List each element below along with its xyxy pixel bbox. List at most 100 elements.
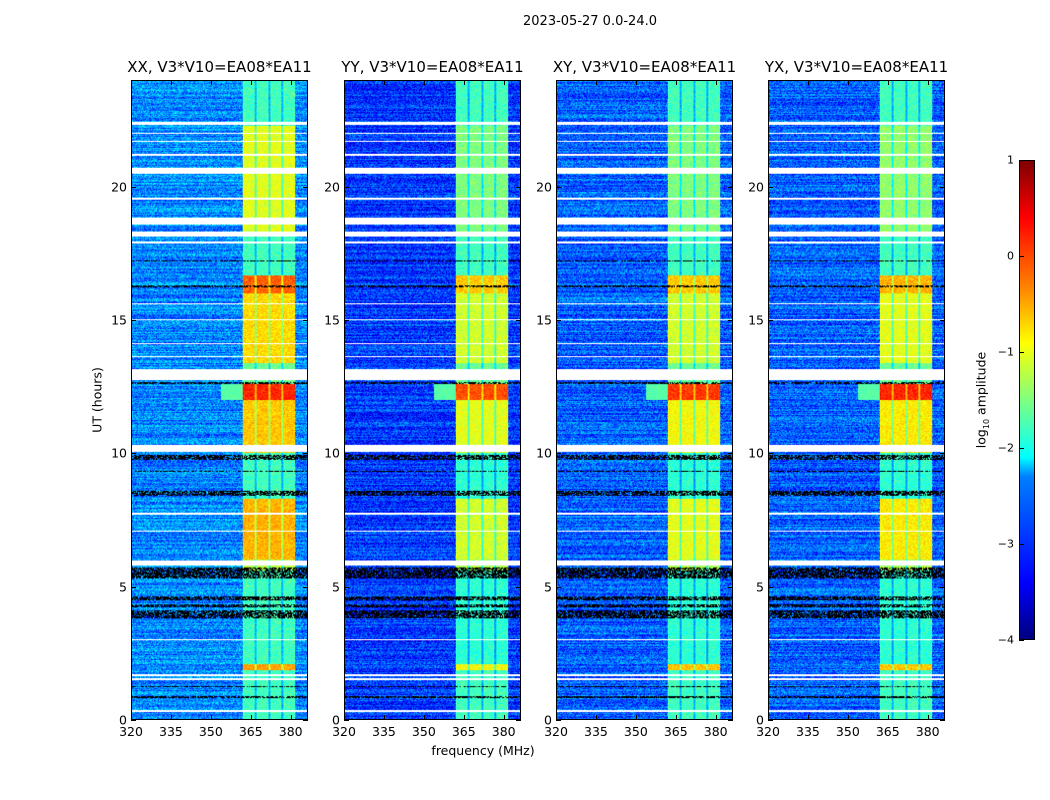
y-tick-label: 5 (544, 579, 552, 595)
x-tick-mark (595, 80, 597, 85)
y-tick-label: 10 (324, 445, 340, 461)
x-tick-mark (423, 80, 425, 85)
y-tick-mark (940, 320, 945, 321)
y-tick-label: 5 (756, 579, 764, 595)
x-tick-mark (423, 715, 425, 720)
y-tick-mark (344, 720, 349, 721)
y-tick-label: 15 (536, 312, 552, 328)
y-tick-mark (131, 186, 136, 188)
figure-title: 2023-05-27 0.0-24.0 (523, 14, 657, 29)
y-tick-mark (940, 586, 945, 588)
heatmap-panel (131, 80, 308, 720)
x-tick-mark (595, 715, 597, 720)
y-tick-mark (131, 586, 136, 588)
heatmap-image (769, 81, 944, 719)
x-tick-label: 350 (198, 724, 223, 739)
x-tick-label: 365 (238, 724, 263, 739)
colorbar-tick-label: 0 (1007, 249, 1014, 263)
x-tick-label: 320 (756, 724, 780, 739)
y-tick-mark (728, 186, 733, 188)
y-tick-mark (728, 720, 733, 721)
x-tick-mark (344, 80, 345, 85)
x-tick-mark (847, 715, 849, 720)
x-tick-label: 320 (119, 724, 143, 739)
x-tick-label: 320 (544, 724, 568, 739)
y-tick-mark (516, 586, 521, 588)
colorbar-tick-label: −4 (997, 633, 1014, 647)
x-tick-mark (503, 715, 505, 720)
x-tick-mark (927, 715, 929, 720)
x-tick-mark (635, 80, 637, 85)
panel-title: YX, V3*V10=EA08*EA11 (764, 58, 949, 76)
colorbar-tick-mark (1019, 448, 1024, 449)
panel-title: YY, V3*V10=EA08*EA11 (341, 58, 524, 76)
colorbar (1019, 160, 1035, 640)
y-tick-mark (556, 453, 561, 455)
y-tick-label: 15 (748, 312, 764, 328)
y-tick-mark (768, 320, 773, 321)
x-tick-mark (131, 715, 132, 720)
x-tick-mark (675, 80, 677, 85)
x-tick-mark (383, 715, 385, 720)
colorbar-tick-mark (1019, 352, 1024, 353)
x-tick-label: 335 (795, 724, 820, 739)
colorbar-tick-label: −1 (997, 345, 1014, 359)
colorbar-tick-label: −2 (997, 441, 1014, 455)
y-tick-label: 5 (332, 579, 340, 595)
y-tick-label: 0 (119, 712, 127, 728)
x-tick-mark (250, 80, 252, 85)
y-tick-label: 20 (748, 179, 764, 195)
y-tick-mark (516, 186, 521, 188)
y-tick-mark (728, 320, 733, 321)
x-tick-mark (927, 80, 929, 85)
x-tick-label: 335 (583, 724, 608, 739)
y-tick-mark (556, 720, 561, 721)
y-tick-mark (940, 453, 945, 455)
y-tick-mark (768, 186, 773, 188)
x-tick-mark (807, 80, 809, 85)
x-tick-label: 365 (663, 724, 688, 739)
colorbar-tick-mark (1019, 544, 1024, 545)
y-tick-label: 0 (544, 712, 552, 728)
x-tick-mark (715, 715, 717, 720)
x-tick-mark (131, 80, 132, 85)
y-tick-label: 5 (119, 579, 127, 595)
y-tick-mark (940, 720, 945, 721)
y-tick-mark (131, 720, 136, 721)
y-tick-mark (556, 586, 561, 588)
x-tick-mark (847, 80, 849, 85)
y-tick-mark (131, 453, 136, 455)
x-axis-label: frequency (MHz) (431, 743, 535, 758)
y-tick-mark (303, 586, 308, 588)
x-tick-mark (210, 80, 212, 85)
x-tick-label: 380 (703, 724, 728, 739)
y-tick-mark (303, 453, 308, 455)
y-tick-mark (516, 453, 521, 455)
y-tick-mark (303, 720, 308, 721)
x-tick-label: 320 (332, 724, 356, 739)
y-tick-label: 0 (332, 712, 340, 728)
y-tick-label: 10 (536, 445, 552, 461)
x-tick-label: 365 (875, 724, 900, 739)
colorbar-tick-mark (1019, 640, 1024, 641)
colorbar-tick-mark (1019, 256, 1024, 257)
y-tick-mark (556, 186, 561, 188)
x-tick-mark (887, 715, 889, 720)
y-tick-mark (556, 320, 561, 321)
y-tick-mark (344, 586, 349, 588)
x-tick-mark (290, 715, 292, 720)
y-tick-mark (768, 586, 773, 588)
heatmap-panel (768, 80, 945, 720)
colorbar-tick-mark (1019, 160, 1024, 161)
x-tick-label: 350 (623, 724, 648, 739)
y-tick-mark (131, 320, 136, 321)
x-tick-label: 380 (278, 724, 303, 739)
x-tick-mark (344, 715, 345, 720)
x-tick-mark (675, 715, 677, 720)
colorbar-tick-label: −3 (997, 537, 1014, 551)
heatmap-panel (344, 80, 521, 720)
x-tick-label: 380 (915, 724, 940, 739)
y-tick-mark (728, 453, 733, 455)
panel-title: XX, V3*V10=EA08*EA11 (127, 58, 312, 76)
x-tick-mark (635, 715, 637, 720)
